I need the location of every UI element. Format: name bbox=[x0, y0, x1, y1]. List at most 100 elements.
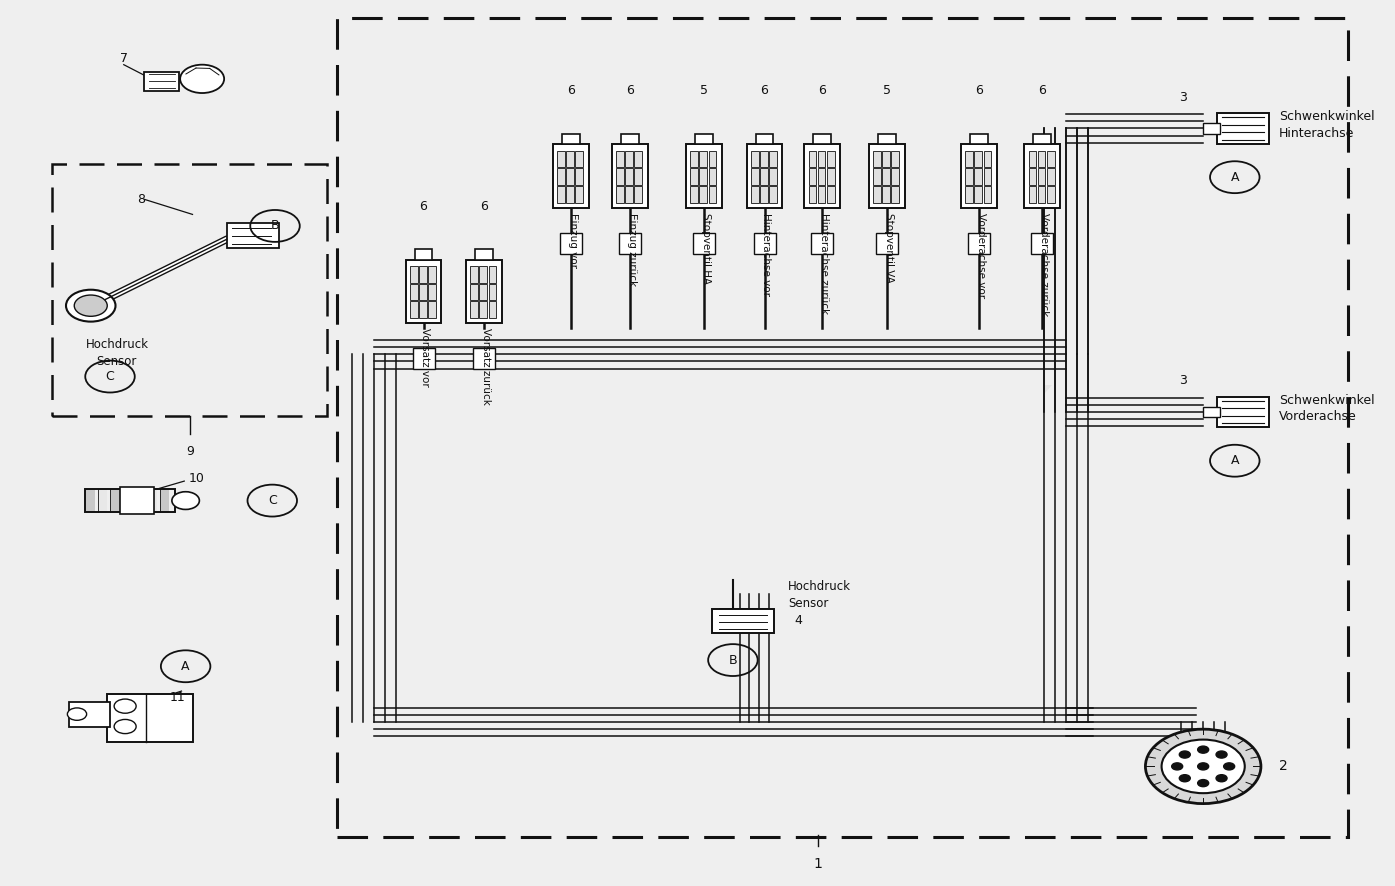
Bar bbox=[1038, 168, 1045, 185]
Bar bbox=[769, 151, 777, 167]
Bar bbox=[617, 186, 624, 203]
Bar bbox=[559, 233, 582, 254]
Bar bbox=[813, 134, 831, 144]
Bar bbox=[769, 168, 777, 185]
Bar bbox=[691, 151, 698, 167]
Text: Hochdruck
Sensor: Hochdruck Sensor bbox=[85, 338, 148, 368]
Circle shape bbox=[67, 708, 86, 720]
Bar bbox=[975, 186, 982, 203]
Text: A: A bbox=[181, 660, 190, 672]
Bar bbox=[1031, 233, 1053, 254]
Bar bbox=[817, 151, 826, 167]
Bar bbox=[983, 186, 992, 203]
Text: Stopventil HA: Stopventil HA bbox=[700, 213, 711, 284]
Text: 6: 6 bbox=[819, 84, 826, 97]
Circle shape bbox=[1172, 763, 1183, 770]
Bar bbox=[970, 134, 988, 144]
Bar bbox=[625, 151, 633, 167]
Bar bbox=[617, 151, 624, 167]
Text: 6: 6 bbox=[1038, 84, 1046, 97]
Bar bbox=[699, 186, 707, 203]
Bar bbox=[110, 489, 120, 512]
Bar bbox=[470, 266, 478, 283]
Circle shape bbox=[1216, 751, 1228, 758]
Bar bbox=[817, 168, 826, 185]
Bar bbox=[891, 151, 900, 167]
Text: A: A bbox=[1230, 455, 1239, 467]
Bar bbox=[876, 233, 898, 254]
Bar bbox=[709, 168, 717, 185]
Bar bbox=[873, 186, 882, 203]
Bar bbox=[693, 233, 716, 254]
Bar bbox=[746, 144, 783, 208]
Bar bbox=[760, 151, 767, 167]
Circle shape bbox=[1145, 729, 1261, 804]
Bar bbox=[968, 233, 990, 254]
Text: Hinterachse zurück: Hinterachse zurück bbox=[819, 213, 829, 314]
Bar bbox=[617, 168, 624, 185]
Bar bbox=[428, 284, 435, 300]
Bar bbox=[961, 144, 997, 208]
Bar bbox=[107, 694, 193, 742]
Bar bbox=[144, 72, 179, 91]
Bar bbox=[1046, 168, 1055, 185]
Text: 5: 5 bbox=[700, 84, 709, 97]
Text: 5: 5 bbox=[883, 84, 891, 97]
Text: 6: 6 bbox=[626, 84, 633, 97]
Circle shape bbox=[74, 295, 107, 316]
Circle shape bbox=[172, 492, 199, 509]
Text: A: A bbox=[1230, 171, 1239, 183]
Bar bbox=[699, 151, 707, 167]
Circle shape bbox=[1179, 774, 1190, 781]
Bar bbox=[406, 260, 441, 323]
Bar bbox=[418, 284, 427, 300]
Bar bbox=[691, 168, 698, 185]
Bar bbox=[882, 186, 890, 203]
Text: Schwenkwinkel
Vorderachse: Schwenkwinkel Vorderachse bbox=[1279, 393, 1374, 424]
Circle shape bbox=[1162, 740, 1244, 793]
Text: 8: 8 bbox=[138, 193, 145, 206]
Bar bbox=[809, 168, 816, 185]
Text: OPEX: OPEX bbox=[604, 381, 1046, 523]
Bar bbox=[873, 168, 882, 185]
Bar bbox=[625, 186, 633, 203]
Bar bbox=[882, 168, 890, 185]
Text: Vorsatz zurück: Vorsatz zurück bbox=[481, 328, 491, 405]
Bar bbox=[1216, 397, 1269, 427]
Bar bbox=[410, 266, 417, 283]
Bar bbox=[709, 151, 717, 167]
Bar bbox=[470, 301, 478, 318]
Bar bbox=[635, 186, 642, 203]
Text: 9: 9 bbox=[186, 445, 194, 458]
Bar bbox=[488, 266, 497, 283]
Bar bbox=[1046, 151, 1055, 167]
Bar bbox=[809, 151, 816, 167]
Bar bbox=[983, 151, 992, 167]
Bar bbox=[635, 168, 642, 185]
Bar bbox=[1034, 134, 1052, 144]
Bar bbox=[751, 151, 759, 167]
Bar bbox=[336, 18, 1348, 837]
Bar bbox=[709, 186, 717, 203]
Bar bbox=[1046, 186, 1055, 203]
Bar bbox=[414, 249, 432, 260]
Text: 6: 6 bbox=[760, 84, 769, 97]
Text: Einzug zurück: Einzug zurück bbox=[626, 213, 636, 286]
Bar bbox=[1028, 168, 1036, 185]
Bar bbox=[1028, 186, 1036, 203]
Bar bbox=[566, 168, 573, 185]
Bar bbox=[146, 489, 156, 512]
Bar bbox=[418, 301, 427, 318]
Text: C: C bbox=[106, 370, 114, 383]
Bar bbox=[476, 249, 492, 260]
Bar bbox=[52, 164, 328, 416]
Text: Vorderachse zurück: Vorderachse zurück bbox=[1039, 213, 1049, 316]
Bar bbox=[965, 168, 974, 185]
Bar bbox=[817, 186, 826, 203]
Bar bbox=[1202, 407, 1219, 417]
Bar bbox=[827, 186, 834, 203]
Text: C: C bbox=[268, 494, 276, 507]
Text: 4: 4 bbox=[795, 614, 802, 626]
Bar bbox=[557, 168, 565, 185]
Bar bbox=[418, 266, 427, 283]
